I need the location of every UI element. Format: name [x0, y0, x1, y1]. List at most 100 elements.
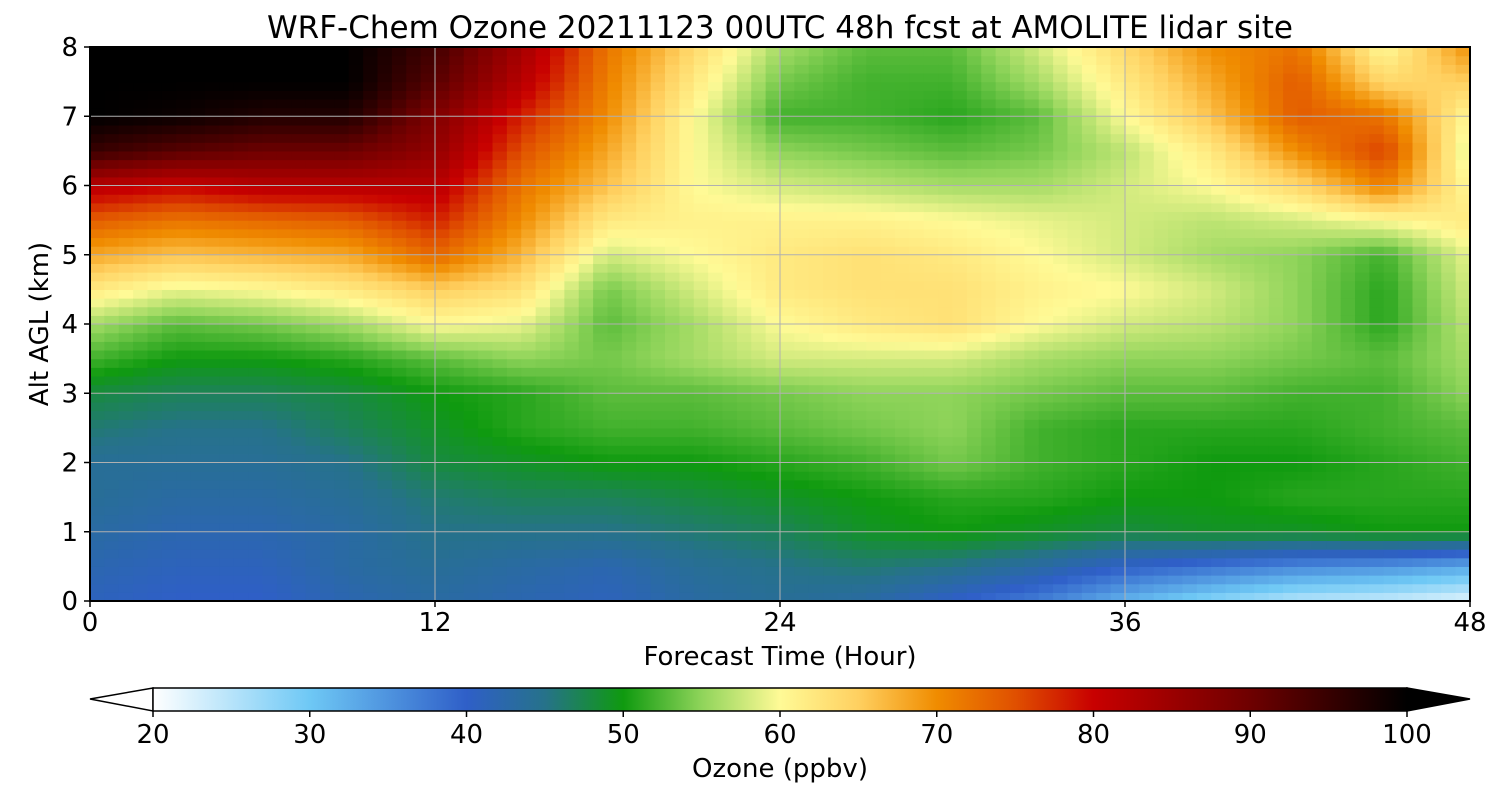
heatmap-cell — [90, 142, 105, 152]
heatmap-cell — [593, 107, 609, 117]
heatmap-cell — [1067, 263, 1083, 273]
heatmap-cell — [708, 401, 724, 412]
heatmap-cell — [966, 332, 982, 342]
heatmap-cell — [506, 436, 522, 446]
heatmap-cell — [880, 462, 896, 472]
heatmap-cell — [751, 349, 767, 360]
heatmap-cell — [1038, 341, 1054, 351]
heatmap-cell — [1024, 116, 1040, 126]
heatmap-cell — [176, 124, 192, 135]
heatmap-cell — [1168, 436, 1184, 446]
heatmap-cell — [506, 523, 522, 533]
heatmap-cell — [593, 549, 609, 559]
heatmap-cell — [909, 228, 925, 239]
heatmap-cell — [449, 254, 465, 265]
heatmap-cell — [1182, 202, 1198, 213]
heatmap-cell — [133, 315, 149, 325]
heatmap-cell — [435, 159, 450, 169]
heatmap-cell — [276, 332, 292, 342]
heatmap-cell — [1110, 419, 1126, 429]
heatmap-cell — [420, 194, 436, 204]
heatmap-cell — [1168, 272, 1184, 282]
heatmap-cell — [679, 575, 695, 585]
heatmap-cell — [823, 237, 839, 247]
heatmap-cell — [435, 98, 450, 109]
heatmap-cell — [391, 514, 407, 524]
heatmap-cell — [1196, 427, 1212, 438]
heatmap-cell — [578, 445, 594, 455]
heatmap-cell — [521, 453, 537, 464]
heatmap-cell — [550, 246, 565, 256]
heatmap-cell — [679, 462, 695, 472]
heatmap-cell — [521, 202, 537, 213]
heatmap-cell — [1096, 220, 1112, 230]
heatmap-cell — [952, 263, 968, 273]
heatmap-cell — [1125, 557, 1140, 567]
heatmap-cell — [578, 375, 594, 386]
heatmap-cell — [492, 107, 508, 117]
heatmap-cell — [607, 332, 623, 342]
heatmap-cell — [320, 479, 335, 490]
heatmap-cell — [133, 341, 149, 351]
heatmap-cell — [291, 194, 307, 204]
heatmap-cell — [751, 497, 767, 507]
heatmap-cell — [161, 246, 177, 256]
heatmap-cell — [1125, 540, 1140, 550]
heatmap-cell — [1211, 592, 1227, 601]
heatmap-cell — [161, 358, 177, 368]
heatmap-cell — [923, 410, 939, 420]
heatmap-cell — [895, 462, 910, 472]
heatmap-cell — [233, 367, 249, 377]
heatmap-cell — [1125, 254, 1140, 265]
heatmap-cell — [995, 289, 1011, 299]
heatmap-cell — [851, 349, 867, 360]
heatmap-cell — [1053, 315, 1069, 325]
heatmap-cell — [391, 47, 407, 57]
heatmap-cell — [219, 246, 235, 256]
heatmap-cell — [564, 549, 580, 559]
heatmap-cell — [1010, 540, 1025, 550]
heatmap-cell — [276, 47, 292, 57]
heatmap-cell — [880, 168, 896, 178]
heatmap-cell — [1139, 228, 1155, 239]
heatmap-cell — [276, 176, 292, 187]
heatmap-cell — [1081, 168, 1097, 178]
heatmap-cell — [492, 583, 508, 593]
heatmap-cell — [780, 540, 795, 550]
heatmap-cell — [693, 64, 709, 74]
heatmap-cell — [176, 194, 192, 204]
heatmap-cell — [176, 488, 192, 498]
heatmap-cell — [305, 575, 321, 585]
heatmap-cell — [794, 505, 810, 516]
heatmap-cell — [923, 479, 939, 490]
heatmap-cell — [233, 393, 249, 403]
heatmap-cell — [693, 583, 709, 593]
heatmap-cell — [1182, 471, 1198, 481]
heatmap-cell — [823, 479, 839, 490]
heatmap-cell — [1110, 349, 1126, 360]
heatmap-cell — [895, 289, 910, 299]
heatmap-cell — [248, 497, 264, 507]
heatmap-cell — [837, 557, 853, 567]
heatmap-cell — [693, 575, 709, 585]
heatmap-cell — [665, 133, 680, 143]
heatmap-cell — [923, 64, 939, 74]
heatmap-cell — [693, 557, 709, 567]
heatmap-cell — [722, 583, 738, 593]
heatmap-cell — [118, 133, 134, 143]
heatmap-cell — [276, 263, 292, 273]
heatmap-cell — [492, 436, 508, 446]
heatmap-cell — [1110, 298, 1126, 308]
heatmap-cell — [334, 497, 350, 507]
heatmap-cell — [1010, 107, 1025, 117]
heatmap-cell — [837, 583, 853, 593]
heatmap-cell — [492, 531, 508, 542]
heatmap-cell — [780, 315, 795, 325]
heatmap-cell — [190, 488, 206, 498]
heatmap-cell — [938, 523, 954, 533]
heatmap-cell — [564, 367, 580, 377]
heatmap-cell — [248, 280, 264, 290]
heatmap-cell — [521, 367, 537, 377]
heatmap-cell — [880, 549, 896, 559]
heatmap-cell — [981, 107, 997, 117]
